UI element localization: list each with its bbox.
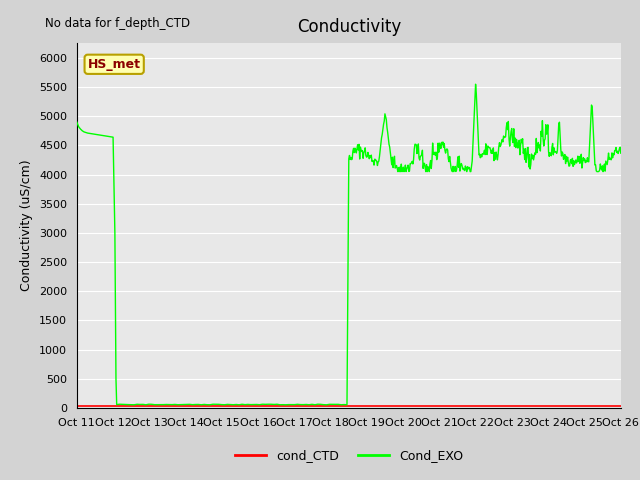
Title: Conductivity: Conductivity [297, 18, 401, 36]
Text: HS_met: HS_met [88, 58, 141, 71]
Legend: cond_CTD, Cond_EXO: cond_CTD, Cond_EXO [230, 444, 468, 468]
Y-axis label: Conductivity (uS/cm): Conductivity (uS/cm) [20, 160, 33, 291]
Text: No data for f_depth_CTD: No data for f_depth_CTD [45, 17, 190, 30]
